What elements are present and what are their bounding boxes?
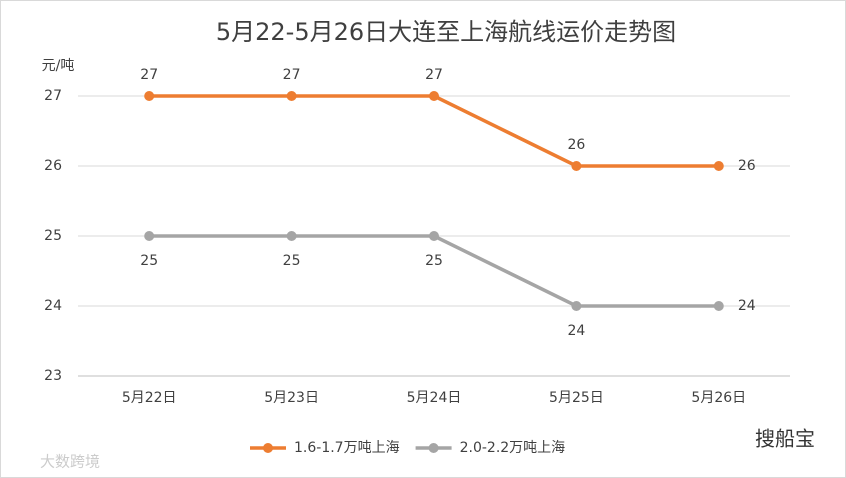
legend-label: 1.6-1.7万吨上海 [294, 440, 400, 456]
point [144, 231, 155, 241]
point [713, 301, 724, 311]
data-label: 27 [283, 67, 301, 83]
x-tick-label: 5月25日 [549, 390, 604, 406]
legend-marker [263, 443, 273, 453]
data-label: 25 [283, 253, 301, 269]
point [429, 91, 439, 101]
data-label: 27 [140, 67, 158, 83]
x-tick-label: 5月24日 [407, 390, 462, 406]
chart-title: 5月22-5月26日大连至上海航线运价走势图 [216, 18, 676, 46]
legend-marker [428, 443, 439, 453]
data-label: 26 [738, 158, 756, 174]
point [429, 231, 439, 241]
point [713, 161, 724, 171]
data-label: 25 [425, 253, 443, 269]
y-tick-label: 23 [44, 368, 62, 384]
data-label: 24 [738, 298, 756, 314]
point [286, 91, 297, 101]
y-tick-label: 27 [44, 88, 62, 104]
watermark: 大数跨境 [40, 453, 100, 471]
data-label: 24 [567, 323, 585, 339]
x-tick-label: 5月22日 [122, 390, 177, 406]
watermark: 搜船宝 [755, 427, 815, 451]
y-tick-label: 24 [44, 298, 62, 314]
point [144, 91, 155, 101]
y-tick-label: 25 [44, 228, 62, 244]
y-axis-label: 元/吨 [42, 58, 75, 74]
data-label: 25 [140, 253, 158, 269]
data-label: 26 [567, 137, 585, 153]
data-label: 27 [425, 67, 443, 83]
y-tick-label: 26 [44, 158, 62, 174]
point [571, 161, 582, 171]
point [571, 301, 582, 311]
x-tick-label: 5月23日 [264, 390, 319, 406]
legend-label: 2.0-2.2万吨上海 [460, 440, 566, 456]
point [286, 231, 297, 241]
x-tick-label: 5月26日 [691, 390, 746, 406]
